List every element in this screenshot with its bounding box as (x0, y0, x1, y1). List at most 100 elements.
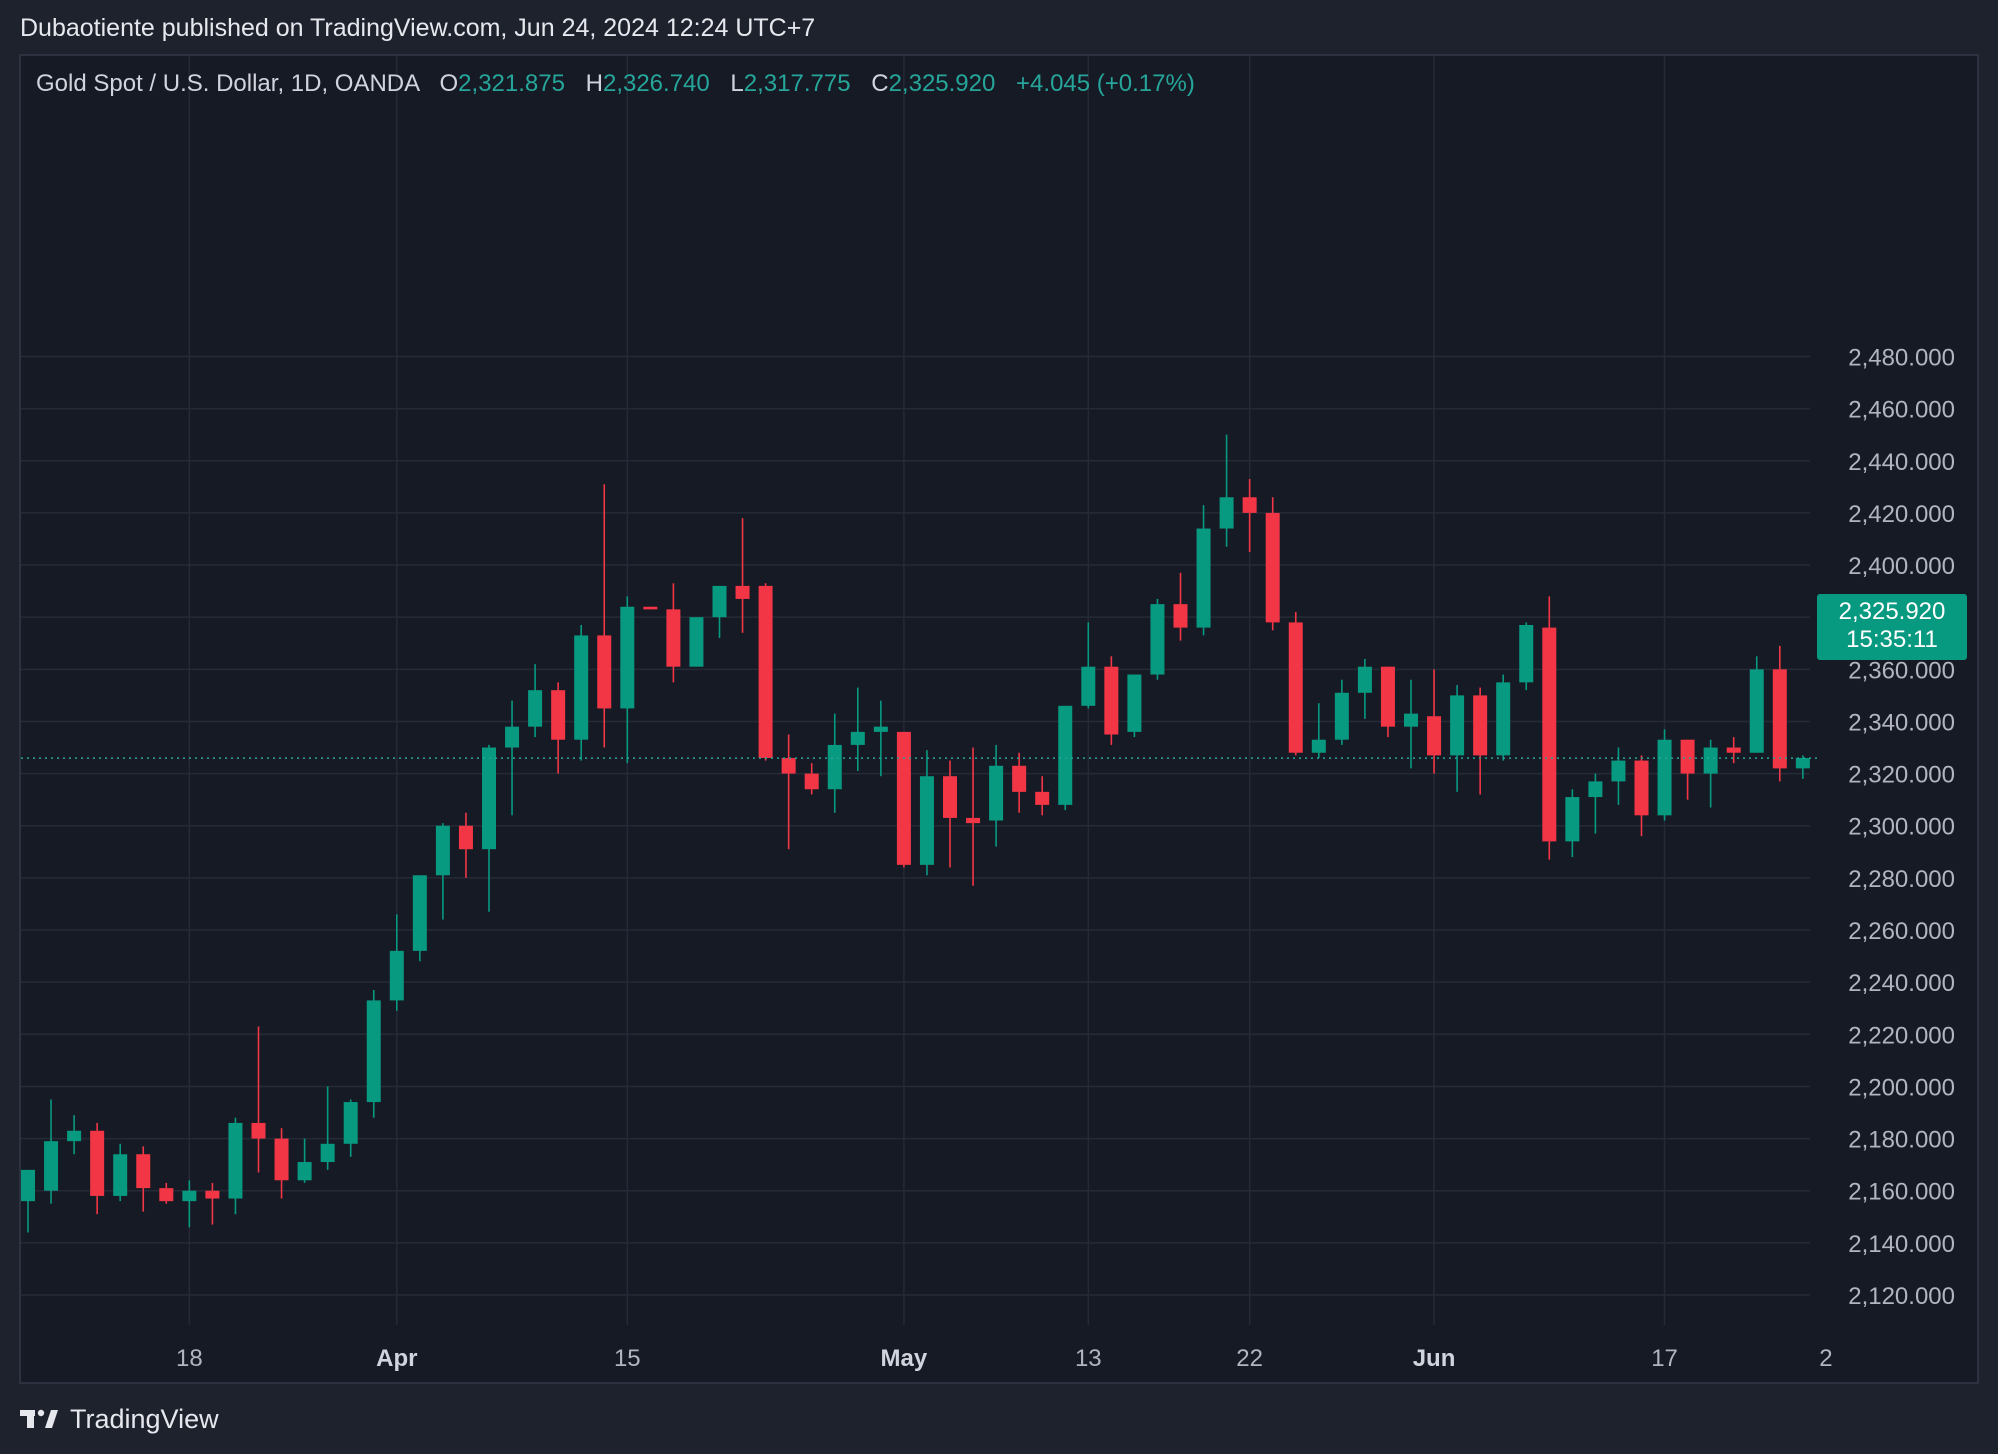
candle-body (1565, 797, 1580, 842)
candle-up (21, 1169, 35, 1233)
publisher-line: Dubaotiente published on TradingView.com… (20, 14, 816, 42)
price-tick-label: 2,120.000 (1848, 1283, 1955, 1310)
candle-body (1657, 739, 1672, 816)
candle-body (435, 825, 450, 876)
candle-up (412, 875, 427, 962)
candle-down (643, 606, 658, 610)
candle-down (205, 1182, 220, 1225)
candle-body (1196, 528, 1211, 628)
candle-body (850, 731, 865, 745)
candle-body (251, 1122, 266, 1139)
time-tick-label: May (881, 1345, 928, 1372)
candle-down (966, 747, 981, 886)
price-axis[interactable]: 2,120.000 2,140.000 2,160.000 2,180.000 2,20… (1848, 344, 1955, 1310)
candle-body (136, 1154, 151, 1189)
price-tick-label: 2,240.000 (1848, 970, 1955, 997)
candle-up (343, 1099, 358, 1157)
low-value: 2,317.775 (743, 70, 851, 97)
candle-body (1450, 695, 1465, 756)
candle-up (228, 1117, 243, 1215)
candle-body (666, 609, 681, 667)
price-tick-label: 2,140.000 (1848, 1231, 1955, 1258)
last-price-value: 2,325.920 (1838, 598, 1946, 625)
bar-countdown: 15:35:11 (1846, 626, 1938, 653)
candle-down (551, 682, 566, 774)
candle-up (297, 1138, 312, 1183)
candle-body (320, 1143, 335, 1163)
candle-down (159, 1182, 174, 1204)
candle-body (1542, 627, 1557, 842)
candle-down (666, 583, 681, 683)
candle-body (1012, 765, 1027, 792)
candle-down (735, 518, 750, 633)
candle-body (505, 726, 520, 748)
price-tick-label: 2,340.000 (1848, 709, 1955, 736)
candle-body (1265, 512, 1280, 623)
time-tick-label: 13 (1075, 1345, 1102, 1372)
time-axis[interactable]: 18 Apr 15 May 13 22 Jun 17 2 (176, 1345, 1833, 1372)
price-tick-label: 2,280.000 (1848, 866, 1955, 893)
candle-up (1219, 434, 1234, 547)
price-tick-label: 2,260.000 (1848, 918, 1955, 945)
candle-down (896, 731, 911, 868)
candle-body (1588, 781, 1603, 798)
candle-body (1703, 747, 1718, 774)
candle-body (1496, 682, 1511, 756)
candle-body (827, 744, 842, 790)
candle-up (1357, 658, 1372, 719)
candle-body (919, 776, 934, 865)
candle-up (182, 1180, 197, 1228)
candle-down (1173, 572, 1188, 641)
candle-body (989, 765, 1004, 821)
candle-up (1795, 755, 1810, 779)
chart-frame (19, 54, 1979, 1384)
price-tick-label: 2,320.000 (1848, 762, 1955, 789)
candle-down (1242, 479, 1257, 553)
candle-body (366, 1000, 381, 1103)
time-tick-label: 18 (176, 1345, 203, 1372)
price-tick-label: 2,440.000 (1848, 449, 1955, 476)
candle-body (1242, 497, 1257, 513)
candle-up (689, 617, 704, 667)
open-value: 2,321.875 (458, 70, 565, 97)
candle-up (1404, 679, 1418, 769)
candle-body (689, 617, 704, 667)
candle-body (943, 776, 957, 818)
candle-body (1058, 705, 1073, 805)
candle-up (1311, 703, 1326, 758)
candle-body (781, 757, 796, 774)
candle-body (574, 635, 589, 740)
candle-down (1035, 776, 1050, 816)
candle-body (1380, 666, 1395, 727)
price-tick-label: 2,480.000 (1848, 344, 1955, 371)
candle-body (44, 1141, 59, 1191)
candle-body (21, 1169, 35, 1202)
candle-down (1380, 666, 1395, 738)
candle-down (1542, 596, 1557, 860)
price-tick-label: 2,300.000 (1848, 814, 1955, 841)
candle-body (551, 690, 566, 740)
candle-down (1634, 755, 1649, 837)
symbol-title[interactable]: Gold Spot / U.S. Dollar, 1D, OANDA (36, 70, 419, 97)
candle-down (1772, 645, 1787, 782)
candle-up (320, 1086, 335, 1170)
price-tick-label: 2,220.000 (1848, 1022, 1955, 1049)
candle-body (343, 1102, 358, 1144)
tradingview-logo[interactable]: TradingView (20, 1403, 219, 1435)
candle-down (943, 760, 957, 868)
candle-body (90, 1130, 105, 1196)
candle-down (781, 734, 796, 850)
candle-body (966, 817, 981, 824)
candle-body (1173, 604, 1188, 628)
candle-body (297, 1162, 312, 1181)
high-value: 2,326.740 (602, 70, 710, 97)
candle-up (366, 989, 381, 1118)
time-tick-label: 2 (1819, 1345, 1832, 1372)
close-value: 2,325.920 (888, 70, 996, 97)
last-price-tag: 2,325.920 15:35:11 (1817, 594, 1967, 660)
candle-body (873, 726, 888, 732)
candle-body (205, 1190, 220, 1199)
candle-up (850, 687, 865, 771)
candle-down (1265, 497, 1280, 631)
